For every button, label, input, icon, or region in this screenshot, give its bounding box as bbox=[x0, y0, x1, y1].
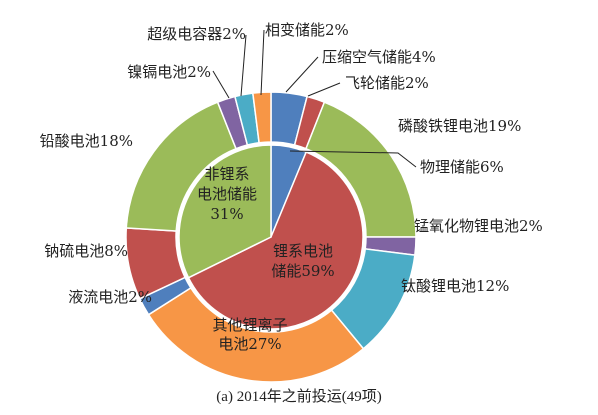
leader-lines bbox=[212, 29, 417, 168]
slice-labels: 压缩空气储能4% 飞轮储能2% 磷酸铁锂电池19% 锰氧化物锂电池2% 钛酸锂电池12%… bbox=[40, 21, 543, 353]
inner-slice-2 bbox=[187, 151, 364, 330]
outer-slice-12 bbox=[251, 91, 272, 144]
inner-ring bbox=[178, 144, 364, 330]
chart-caption: (a) 2014年之前投运(49项) bbox=[216, 388, 381, 405]
outer-label-5: 钛酸锂电池12% bbox=[401, 277, 509, 295]
leader-line-2 bbox=[307, 82, 341, 97]
outer-label-11: 超级电容器2% bbox=[147, 25, 246, 43]
outer-label-10: 镍镉电池2% bbox=[127, 63, 211, 81]
leader-line-11 bbox=[240, 34, 247, 97]
outer-label-8: 钠硫电池8% bbox=[44, 242, 128, 260]
outer-label-9: 铅酸电池18% bbox=[40, 132, 133, 150]
leader-line-10 bbox=[212, 70, 230, 99]
inner-label-2: 锂系电池储能59% bbox=[271, 242, 334, 280]
inner-slice-3 bbox=[178, 144, 272, 279]
outer-label-4: 锰氧化物锂电池2% bbox=[414, 217, 543, 235]
inner-leader-line-1 bbox=[289, 150, 417, 168]
inner-label-3: 非锂系电池储能 31% bbox=[197, 165, 257, 223]
outer-label-6: 其他锂离子电池27% bbox=[212, 316, 287, 353]
outer-label-2: 飞轮储能2% bbox=[345, 74, 429, 92]
inner-label-1: 物理储能6% bbox=[420, 158, 504, 176]
outer-slice-6 bbox=[147, 286, 365, 383]
outer-label-12: 相变储能2% bbox=[265, 21, 349, 39]
leader-line-1 bbox=[285, 56, 319, 93]
outer-label-7: 液流电池2% bbox=[68, 288, 152, 306]
outer-label-1: 压缩空气储能4% bbox=[322, 48, 436, 66]
outer-ring bbox=[125, 91, 417, 383]
outer-label-3: 磷酸铁锂电池19% bbox=[398, 117, 521, 135]
leader-line-12 bbox=[260, 29, 265, 96]
